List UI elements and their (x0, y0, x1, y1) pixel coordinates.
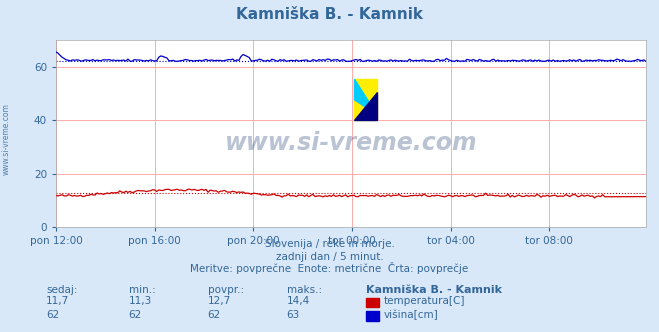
Text: Kamniška B. - Kamnik: Kamniška B. - Kamnik (236, 7, 423, 23)
Text: 62: 62 (208, 310, 221, 320)
Text: povpr.:: povpr.: (208, 285, 244, 294)
Bar (355, 79, 377, 121)
Text: 11,3: 11,3 (129, 296, 152, 306)
Polygon shape (355, 79, 377, 114)
Text: sedaj:: sedaj: (46, 285, 78, 294)
Text: min.:: min.: (129, 285, 156, 294)
Text: 14,4: 14,4 (287, 296, 310, 306)
Text: Kamniška B. - Kamnik: Kamniška B. - Kamnik (366, 285, 501, 294)
Text: zadnji dan / 5 minut.: zadnji dan / 5 minut. (275, 252, 384, 262)
Text: 62: 62 (129, 310, 142, 320)
Text: www.si-vreme.com: www.si-vreme.com (2, 104, 11, 175)
Text: temperatura[C]: temperatura[C] (384, 296, 465, 306)
Text: 12,7: 12,7 (208, 296, 231, 306)
Text: 62: 62 (46, 310, 59, 320)
Text: Slovenija / reke in morje.: Slovenija / reke in morje. (264, 239, 395, 249)
Text: višina[cm]: višina[cm] (384, 309, 438, 320)
Text: www.si-vreme.com: www.si-vreme.com (225, 131, 477, 155)
Text: 11,7: 11,7 (46, 296, 69, 306)
Text: maks.:: maks.: (287, 285, 322, 294)
Text: Meritve: povprečne  Enote: metrične  Črta: povprečje: Meritve: povprečne Enote: metrične Črta:… (190, 262, 469, 274)
Polygon shape (355, 92, 377, 121)
Text: 63: 63 (287, 310, 300, 320)
